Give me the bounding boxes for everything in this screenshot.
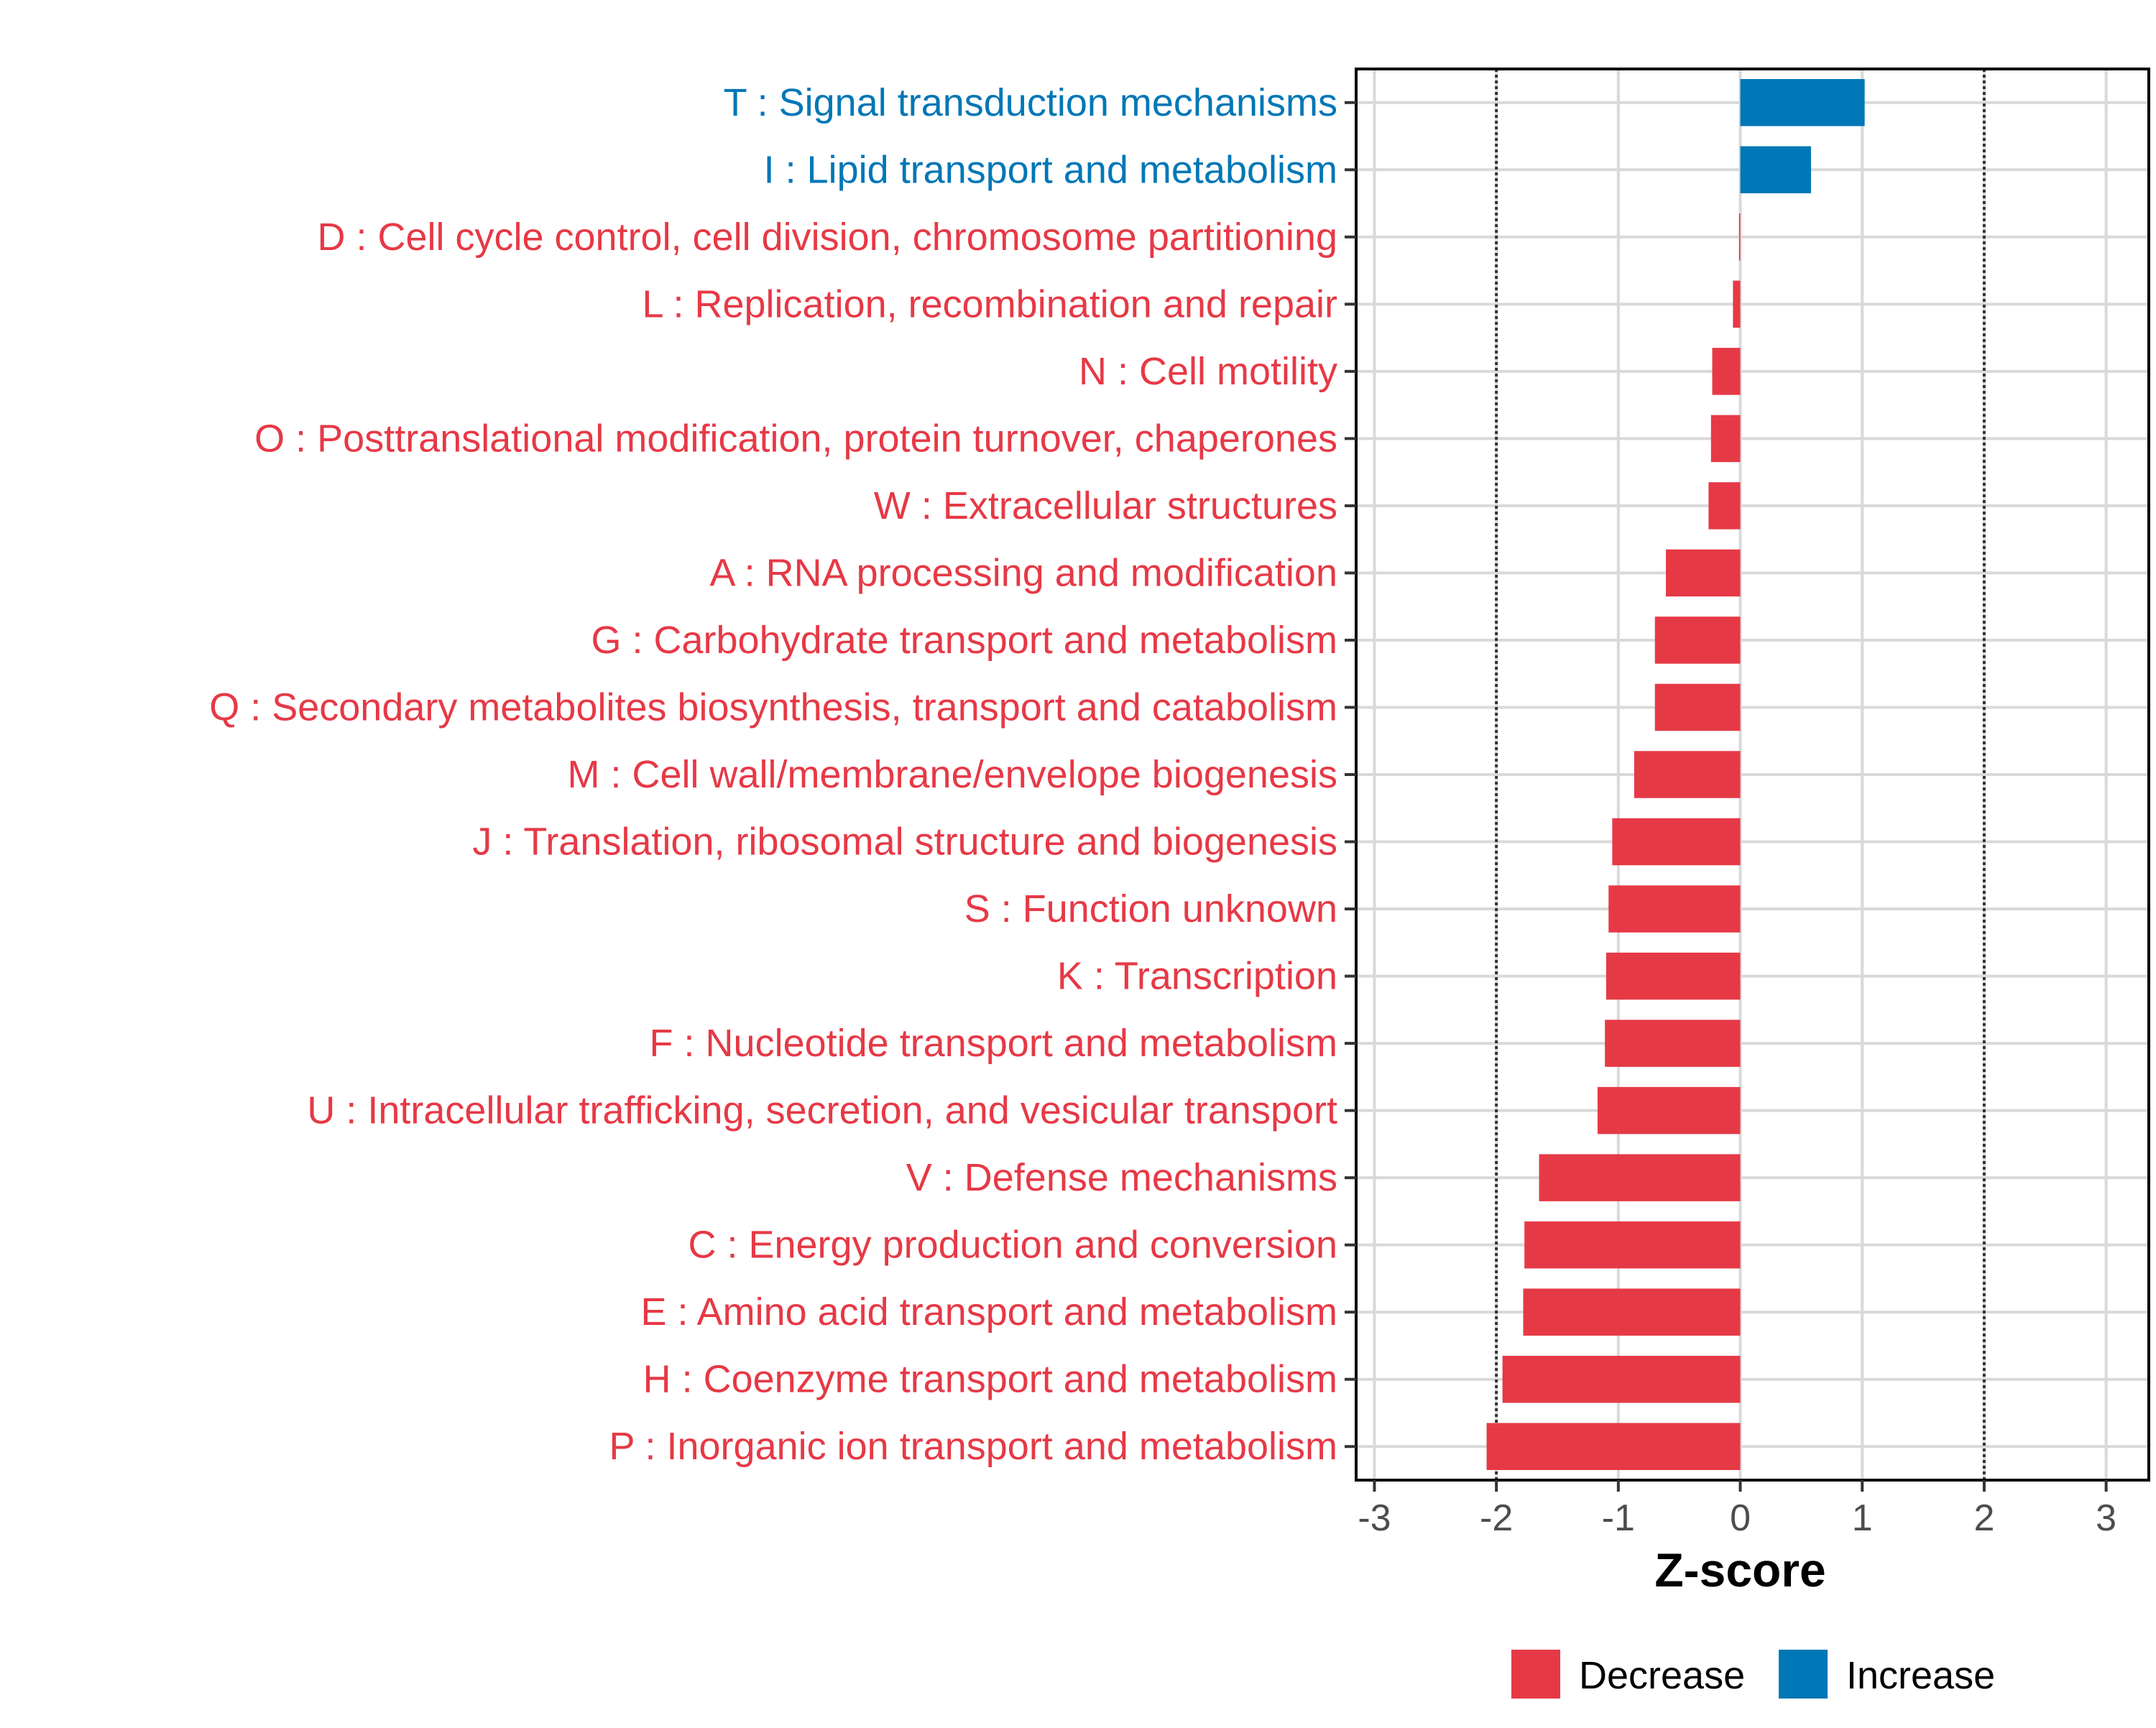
y-tick-label: E : Amino acid transport and metabolism: [641, 1290, 1337, 1334]
x-tick-label: 3: [2096, 1497, 2116, 1539]
bar-decrease: [1712, 348, 1741, 395]
y-tick-label: N : Cell motility: [1079, 350, 1337, 393]
bar-increase: [1740, 146, 1811, 194]
legend: Decrease Increase: [1511, 1650, 1995, 1699]
y-tick-label: K : Transcription: [1057, 955, 1337, 998]
y-tick-label: J : Translation, ribosomal structure and…: [472, 821, 1337, 864]
y-axis-layer: T : Signal transduction mechanisms I : Li…: [209, 81, 1356, 1468]
x-axis-title: Z-score: [1654, 1543, 1825, 1597]
bar-decrease: [1605, 1020, 1741, 1067]
y-tick-label: A : RNA processing and modification: [710, 551, 1337, 594]
bar-decrease: [1634, 751, 1741, 798]
y-tick-label: F : Nucleotide transport and metabolism: [650, 1022, 1337, 1065]
bar-decrease: [1733, 280, 1741, 328]
bar-decrease: [1612, 818, 1741, 866]
y-tick-label: P : Inorganic ion transport and metaboli…: [609, 1425, 1337, 1468]
x-tick-label: 1: [1852, 1497, 1873, 1539]
x-tick-label: -1: [1602, 1497, 1635, 1539]
y-tick-label: Q : Secondary metabolites biosynthesis, …: [209, 685, 1337, 729]
y-tick-label: C : Energy production and conversion: [688, 1224, 1337, 1267]
x-tick-label: 0: [1730, 1497, 1751, 1539]
bars-layer: [1486, 79, 1865, 1470]
x-tick-label: -3: [1358, 1497, 1391, 1539]
bar-decrease: [1597, 1086, 1741, 1135]
bar-decrease: [1738, 213, 1741, 261]
y-tick-label: G : Carbohydrate transport and metabolis…: [591, 619, 1338, 662]
legend-label-increase: Increase: [1846, 1654, 1995, 1697]
legend-swatch-decrease: [1511, 1650, 1560, 1699]
legend-label-decrease: Decrease: [1579, 1654, 1745, 1697]
bar-decrease: [1654, 683, 1741, 731]
y-tick-label: D : Cell cycle control, cell division, c…: [317, 216, 1337, 259]
y-tick-label: S : Function unknown: [964, 887, 1337, 930]
y-tick-label: W : Extracellular structures: [874, 484, 1337, 527]
bar-decrease: [1524, 1221, 1741, 1269]
grid-layer: [1356, 69, 2149, 1480]
legend-swatch-increase: [1779, 1650, 1828, 1699]
x-axis-layer: -3 -2 -1 0 1 2 3: [1358, 1480, 2116, 1539]
y-tick-label: O : Posttranslational modification, prot…: [254, 417, 1337, 460]
y-tick-label: I : Lipid transport and metabolism: [764, 148, 1337, 191]
y-tick-label: H : Coenzyme transport and metabolism: [643, 1358, 1337, 1401]
bar-decrease: [1708, 482, 1741, 530]
x-tick-label: -2: [1480, 1497, 1513, 1539]
bar-decrease: [1502, 1355, 1741, 1403]
y-tick-label: L : Replication, recombination and repai…: [642, 282, 1337, 325]
x-tick-label: 2: [1973, 1497, 1994, 1539]
bar-increase: [1740, 79, 1865, 126]
bar-decrease: [1523, 1288, 1741, 1336]
y-tick-label: U : Intracellular trafficking, secretion…: [307, 1089, 1337, 1132]
bar-decrease: [1710, 415, 1741, 463]
bar-decrease: [1608, 885, 1741, 933]
y-tick-label: V : Defense mechanisms: [906, 1156, 1337, 1199]
y-tick-label: T : Signal transduction mechanisms: [724, 81, 1337, 124]
bar-decrease: [1606, 952, 1741, 1000]
y-tick-label: M : Cell wall/membrane/envelope biogenes…: [567, 753, 1337, 796]
bar-decrease: [1666, 549, 1741, 597]
bar-decrease: [1486, 1423, 1741, 1470]
bar-decrease: [1654, 616, 1741, 664]
bar-decrease: [1539, 1154, 1741, 1201]
